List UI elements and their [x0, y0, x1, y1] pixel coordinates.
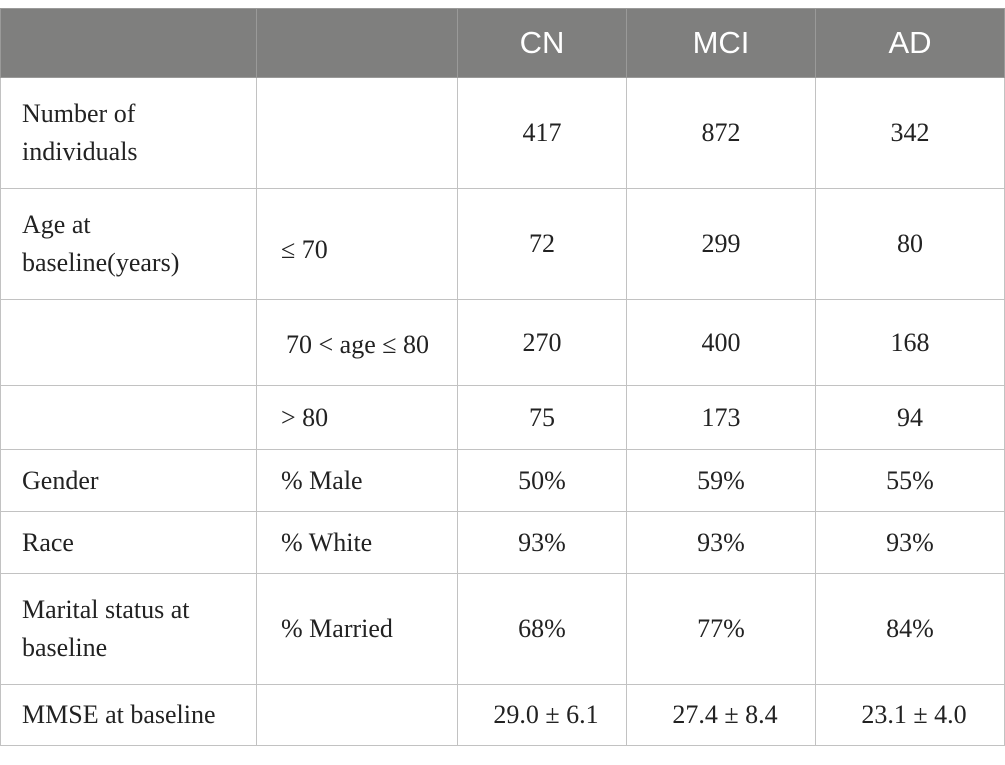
table-body: Number of individuals 417 872 342 Age at…	[0, 77, 1005, 746]
row-sublabel: % Male	[256, 449, 458, 512]
cell-cn: 270	[457, 299, 627, 386]
row-sublabel: > 80	[256, 385, 458, 450]
table-row: Race % White 93% 93% 93%	[0, 511, 1005, 574]
row-label: MMSE at baseline	[0, 684, 257, 746]
row-sublabel: % Married	[256, 573, 458, 685]
cell-mci: 77%	[626, 573, 816, 685]
row-sublabel: 70 < age ≤ 80	[256, 299, 458, 386]
header-cell-sub-label	[256, 8, 458, 78]
cell-cn: 72	[457, 188, 627, 300]
row-sublabel: % White	[256, 511, 458, 574]
cell-cn: 68%	[457, 573, 627, 685]
row-sublabel	[256, 684, 458, 746]
header-row: CN MCI AD	[0, 8, 1005, 78]
cell-mci: 93%	[626, 511, 816, 574]
cell-ad: 94	[815, 385, 1005, 450]
row-label: Number of individuals	[0, 77, 257, 189]
cell-ad: 55%	[815, 449, 1005, 512]
cell-ad: 80	[815, 188, 1005, 300]
cell-ad: 93%	[815, 511, 1005, 574]
cell-ad: 342	[815, 77, 1005, 189]
row-label: Marital status at baseline	[0, 573, 257, 685]
cell-mci: 299	[626, 188, 816, 300]
cell-cn: 29.0 ± 6.1	[457, 684, 627, 746]
cell-cn: 93%	[457, 511, 627, 574]
cell-mci: 27.4 ± 8.4	[626, 684, 816, 746]
header-cell-ad: AD	[815, 8, 1005, 78]
row-sublabel: ≤ 70	[256, 188, 458, 300]
table-row: 70 < age ≤ 80 270 400 168	[0, 299, 1005, 386]
baseline-characteristics-table: CN MCI AD Number of individuals 417 872 …	[0, 8, 1005, 746]
table-header: CN MCI AD	[0, 8, 1005, 78]
cell-mci: 173	[626, 385, 816, 450]
table-row: Gender % Male 50% 59% 55%	[0, 449, 1005, 512]
cell-ad: 168	[815, 299, 1005, 386]
table-row: > 80 75 173 94	[0, 385, 1005, 450]
cell-mci: 872	[626, 77, 816, 189]
row-label: Race	[0, 511, 257, 574]
header-cell-row-label	[0, 8, 257, 78]
row-label: Age at baseline(years)	[0, 188, 257, 300]
header-cell-mci: MCI	[626, 8, 816, 78]
cell-cn: 75	[457, 385, 627, 450]
cell-cn: 417	[457, 77, 627, 189]
cell-mci: 400	[626, 299, 816, 386]
cell-ad: 84%	[815, 573, 1005, 685]
cell-cn: 50%	[457, 449, 627, 512]
table-row: MMSE at baseline 29.0 ± 6.1 27.4 ± 8.4 2…	[0, 684, 1005, 746]
table-row: Age at baseline(years) ≤ 70 72 299 80	[0, 188, 1005, 300]
table-row: Number of individuals 417 872 342	[0, 77, 1005, 189]
cell-mci: 59%	[626, 449, 816, 512]
row-label	[0, 385, 257, 450]
row-sublabel	[256, 77, 458, 189]
header-cell-cn: CN	[457, 8, 627, 78]
table-row: Marital status at baseline % Married 68%…	[0, 573, 1005, 685]
row-label	[0, 299, 257, 386]
cell-ad: 23.1 ± 4.0	[815, 684, 1005, 746]
row-label: Gender	[0, 449, 257, 512]
